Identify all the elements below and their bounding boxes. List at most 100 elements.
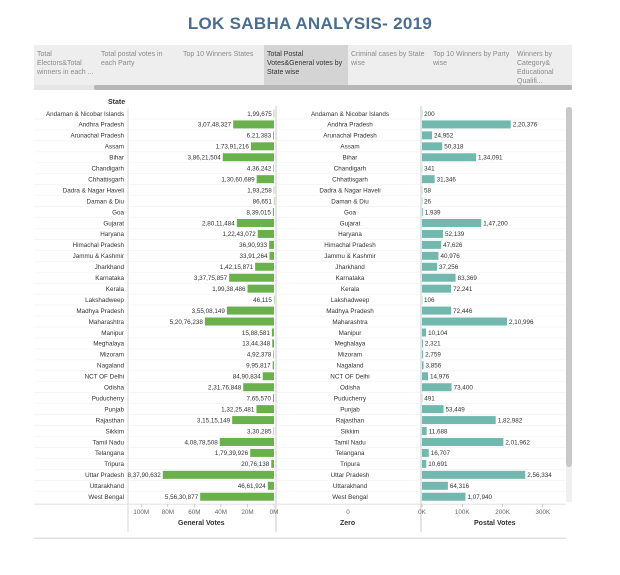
general-votes-bar xyxy=(271,459,274,468)
state-center-label: Uttarakhand xyxy=(333,483,368,490)
general-votes-bar xyxy=(256,175,274,184)
postal-votes-bar xyxy=(422,208,423,217)
general-votes-bar xyxy=(273,350,274,359)
state-center-label: Arunachal Pradesh xyxy=(323,133,377,140)
state-label: Rajasthan xyxy=(96,417,125,424)
postal-votes-label: 83,369 xyxy=(458,275,478,282)
postal-votes-label: 14,976 xyxy=(430,374,450,381)
tab-1[interactable]: Total Electors&Total winners in each ... xyxy=(37,51,94,76)
postal-votes-bar xyxy=(422,328,427,337)
state-label: Nagaland xyxy=(97,363,124,370)
tab-2[interactable]: Total postal votes in each Party xyxy=(101,51,163,67)
general-votes-label: 84,90,834 xyxy=(233,374,262,381)
general-votes-label: 20,76,138 xyxy=(241,461,270,468)
general-votes-label: 4,92,378 xyxy=(247,352,272,359)
general-votes-label: 33,91,264 xyxy=(239,253,268,260)
state-center-label: Nagaland xyxy=(337,363,364,370)
postal-votes-label: 53,449 xyxy=(446,406,466,413)
state-center-label: Jharkhand xyxy=(335,264,365,271)
state-center-label: Uttar Pradesh xyxy=(331,472,370,479)
state-label: Uttarakhand xyxy=(90,483,125,490)
general-axis-tick-label: 100M xyxy=(133,509,149,516)
state-label: Bihar xyxy=(109,155,124,162)
postal-votes-label: 40,976 xyxy=(441,253,461,260)
postal-votes-label: 200 xyxy=(424,111,435,118)
general-votes-label: 1,73,91,216 xyxy=(216,144,250,151)
state-label: Dadra & Nagar Haveli xyxy=(63,187,124,194)
general-votes-label: 5,56,30,877 xyxy=(165,494,199,501)
state-label: Manipur xyxy=(101,330,124,337)
general-votes-bar xyxy=(243,383,274,392)
general-votes-bar xyxy=(272,394,274,403)
postal-votes-label: 11,688 xyxy=(429,428,448,435)
general-votes-label: 1,30,60,689 xyxy=(221,176,255,183)
postal-votes-bar xyxy=(422,470,526,479)
tab-7[interactable]: Winners by Category& Educational Qualifi… xyxy=(517,51,554,85)
postal-axis-tick-label: 100K xyxy=(455,509,471,516)
general-votes-bar xyxy=(273,109,275,118)
general-votes-bar xyxy=(273,186,275,195)
postal-votes-bar xyxy=(422,229,444,238)
tab-6[interactable]: Top 10 Winners by Party wise xyxy=(433,51,510,67)
postal-votes-bar xyxy=(422,481,448,490)
postal-votes-label: 10,104 xyxy=(428,330,448,337)
state-center-label: Jammu & Kashmir xyxy=(324,253,375,260)
state-center-label: Assam xyxy=(340,144,359,151)
state-center-label: Gujarat xyxy=(340,220,361,227)
state-label: Andhra Pradesh xyxy=(78,122,124,129)
state-center-label: Meghalaya xyxy=(335,341,366,348)
state-label: Gujarat xyxy=(103,220,124,227)
state-label: Meghalaya xyxy=(93,341,124,348)
general-votes-bar xyxy=(269,240,274,249)
general-axis-tick-label: 20M xyxy=(241,509,253,516)
general-votes-label: 3,15,15,149 xyxy=(197,417,231,424)
state-center-label: Andhra Pradesh xyxy=(327,122,373,129)
general-votes-bar xyxy=(250,448,274,457)
general-votes-bar xyxy=(229,273,274,282)
tab-3[interactable]: Top 10 Winners States xyxy=(183,51,254,58)
postal-votes-bar xyxy=(422,120,511,129)
vertical-scrollbar-thumb[interactable] xyxy=(566,107,572,467)
postal-votes-bar xyxy=(422,284,452,293)
general-votes-bar xyxy=(232,416,274,425)
postal-votes-label: 26 xyxy=(424,198,432,205)
tab-5[interactable]: Criminal cases by State wise xyxy=(351,51,425,67)
general-votes-label: 36,90,933 xyxy=(239,242,268,249)
postal-votes-label: 491 xyxy=(424,395,435,402)
general-votes-label: 86,651 xyxy=(253,198,273,205)
general-votes-label: 1,22,43,072 xyxy=(222,231,256,238)
general-votes-label: 4,08,78,508 xyxy=(184,439,218,446)
state-center-label: Haryana xyxy=(338,231,362,238)
state-label: Karnataka xyxy=(95,275,124,282)
postal-votes-bar xyxy=(422,306,452,315)
tab-scrollbar-thumb[interactable] xyxy=(94,85,572,90)
general-votes-label: 2,31,76,848 xyxy=(208,385,242,392)
postal-votes-label: 1,34,091 xyxy=(478,155,503,162)
state-label: Tripura xyxy=(104,461,124,468)
general-votes-label: 1,42,15,871 xyxy=(220,264,254,271)
general-votes-bar xyxy=(272,339,274,348)
zero-axis-tick-label: 0 xyxy=(346,509,350,516)
state-center-label: Goa xyxy=(344,209,356,216)
general-votes-label: 1,99,675 xyxy=(247,111,272,118)
state-label: Daman & Diu xyxy=(87,198,125,205)
state-center-label: Daman & Diu xyxy=(331,198,369,205)
state-label: Tamil Nadu xyxy=(93,439,125,446)
postal-votes-label: 1,07,940 xyxy=(467,494,492,501)
postal-votes-bar xyxy=(422,427,427,436)
tab-4[interactable]: Total Postal Votes&General votes by Stat… xyxy=(264,45,348,85)
state-center-label: Odisha xyxy=(340,385,360,392)
vertical-scrollbar[interactable] xyxy=(566,107,572,502)
state-label: Andaman & Nicobar Islands xyxy=(46,111,124,118)
dashboard-tab-bar: Total Electors&Total winners in each ...… xyxy=(34,45,572,85)
postal-votes-label: 1,82,982 xyxy=(498,417,523,424)
general-votes-label: 46,115 xyxy=(253,297,272,304)
general-votes-bar xyxy=(273,427,275,436)
postal-votes-bar xyxy=(422,262,438,271)
general-votes-bar xyxy=(219,437,274,446)
state-label: Jammu & Kashmir xyxy=(73,253,124,260)
general-votes-bar xyxy=(255,262,274,271)
general-votes-bar xyxy=(262,372,274,381)
state-label: Chandigarh xyxy=(91,166,124,173)
